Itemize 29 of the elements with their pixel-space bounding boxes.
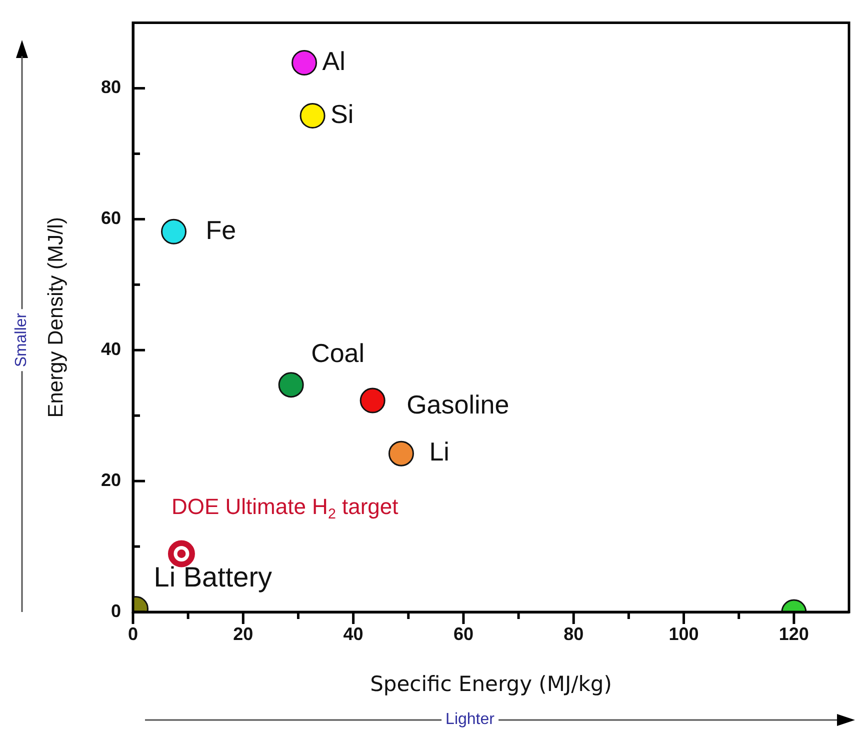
x-tick-label: 60 bbox=[453, 624, 474, 644]
x-tick-label: 40 bbox=[343, 624, 364, 644]
y-tick-label: 0 bbox=[110, 600, 121, 621]
point bbox=[292, 50, 318, 76]
text: Smaller bbox=[13, 308, 31, 372]
y-tick-label: 60 bbox=[100, 208, 121, 228]
series-label: Coal bbox=[311, 338, 365, 368]
point bbox=[360, 388, 386, 414]
x-tick-label: 100 bbox=[668, 624, 699, 644]
series-label: Li bbox=[429, 436, 450, 467]
point bbox=[278, 372, 304, 398]
x-tick-label: 20 bbox=[233, 624, 254, 644]
point bbox=[161, 218, 187, 244]
x-tick-label: 80 bbox=[564, 624, 584, 644]
point bbox=[300, 103, 326, 129]
text: Lighter bbox=[442, 711, 498, 729]
y-tick-label: 40 bbox=[100, 339, 121, 360]
x-axis-title: Specific Energy (MJ/kg) bbox=[370, 672, 612, 696]
series-label: Gasoline bbox=[406, 390, 510, 420]
y-tick-label: 20 bbox=[100, 470, 121, 490]
y-axis-title: Energy Density (MJ/l) bbox=[44, 217, 68, 418]
point bbox=[388, 440, 414, 466]
series-label: Al bbox=[322, 46, 346, 76]
x-tick-label: 120 bbox=[778, 624, 809, 644]
y-tick-label: 80 bbox=[100, 77, 121, 98]
series-label: Si bbox=[330, 98, 354, 129]
x-tick-label: 0 bbox=[128, 624, 138, 644]
series-label: Fe bbox=[206, 214, 236, 245]
series-label: Li Battery bbox=[154, 561, 272, 592]
